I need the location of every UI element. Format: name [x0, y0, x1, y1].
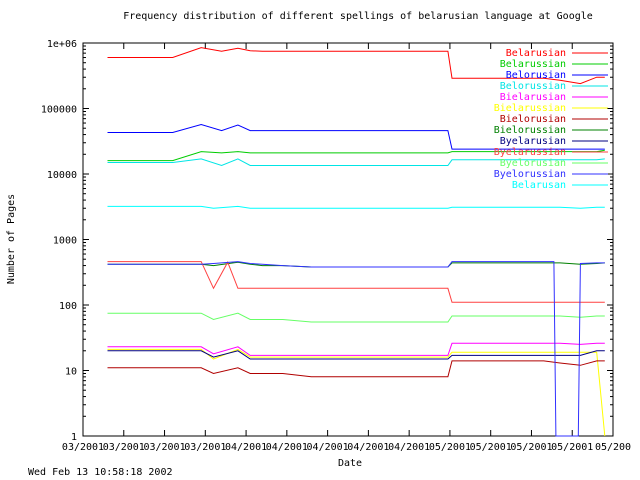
x-tick-label: 04/2001 [266, 442, 308, 453]
series-line-belorussian [107, 158, 605, 167]
x-tick-label: 05/2001 [429, 442, 471, 453]
series-line-bielarusian [107, 342, 605, 356]
series-line-byelarusian [107, 350, 605, 360]
y-tick-label: 100000 [41, 105, 77, 116]
series-line-belarusian [107, 47, 605, 85]
series-line-belarussian [107, 149, 605, 162]
series-line-byelorusian [107, 312, 605, 323]
y-axis-ticks: 1 10 100 1000 10000 100000 1e+06 [41, 39, 613, 443]
legend-label: Belarussian [500, 59, 566, 70]
x-tick-label: 03/2001 [62, 442, 104, 453]
series-lines [107, 47, 606, 437]
legend-label: Belarusan [512, 180, 566, 191]
y-tick-label: 100 [59, 301, 77, 312]
x-tick-label: 05/200 [595, 442, 631, 453]
x-tick-label: 05/2001 [551, 442, 593, 453]
legend-label: Bielorussian [494, 125, 566, 136]
y-tick-label: 1000 [53, 236, 77, 247]
legend: BelarusianBelarussianBelorusianBelorussi… [494, 48, 608, 191]
series-line-bielorusian [107, 360, 605, 378]
legend-label: Bielarusian [500, 92, 566, 103]
series-line-bielarussian [107, 348, 606, 437]
series-line-byelarussian [107, 261, 605, 303]
legend-label: Byelorusian [500, 158, 566, 169]
x-tick-label: 03/2001 [143, 442, 185, 453]
y-tick-label: 10 [65, 367, 77, 378]
x-tick-label: 04/2001 [347, 442, 389, 453]
y-tick-label: 1e+06 [47, 39, 77, 50]
timestamp: Wed Feb 13 10:58:18 2002 [28, 467, 173, 478]
series-line-belarusan [107, 205, 605, 209]
legend-label: Bielorusian [500, 114, 566, 125]
legend-label: Byelarusian [500, 136, 566, 147]
x-tick-label: 03/2001 [184, 442, 226, 453]
x-tick-label: 03/2001 [103, 442, 145, 453]
x-tick-label: 04/2001 [388, 442, 430, 453]
x-tick-label: 05/2001 [470, 442, 512, 453]
legend-label: Byelarussian [494, 147, 566, 158]
series-line-byelorussian [107, 261, 605, 437]
legend-label: Belorusian [506, 70, 566, 81]
x-tick-label: 05/2001 [510, 442, 552, 453]
legend-label: Byelorussian [494, 169, 566, 180]
x-tick-label: 04/2001 [225, 442, 267, 453]
y-tick-label: 10000 [47, 170, 77, 181]
series-line-belorusian [107, 123, 605, 150]
x-tick-label: 04/2001 [307, 442, 349, 453]
legend-label: Belorussian [500, 81, 566, 92]
y-tick-label: 1 [71, 432, 77, 443]
x-axis-ticks: 03/200103/200103/200103/200104/200104/20… [62, 43, 631, 453]
chart-title: Frequency distribution of different spel… [123, 11, 593, 22]
legend-label: Bielarussian [494, 103, 566, 114]
legend-label: Belarusian [506, 48, 566, 59]
y-axis-label: Number of Pages [6, 194, 17, 284]
x-axis-label: Date [338, 458, 362, 469]
